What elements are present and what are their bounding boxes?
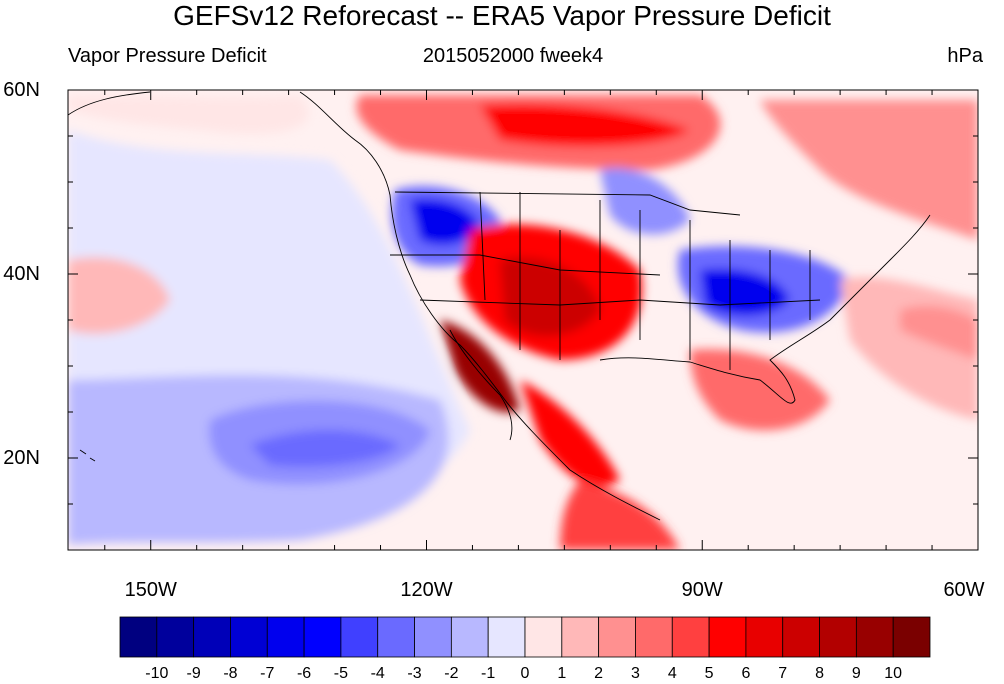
lat-tick-label: 40N — [3, 263, 40, 285]
colorbar-swatch — [193, 616, 231, 658]
boundaries — [68, 91, 931, 521]
colorbar-swatch — [303, 616, 342, 658]
colorbar-swatch — [487, 616, 526, 658]
colorbar-swatch — [635, 616, 673, 658]
vpd-map — [67, 89, 979, 551]
colorbar-label: 0 — [520, 665, 530, 682]
variable-label: Vapor Pressure Deficit — [68, 45, 267, 67]
lon-tick-label: 60W — [943, 579, 985, 601]
colorbar-label: -4 — [370, 665, 385, 682]
colorbar-swatch — [561, 616, 600, 658]
colorbar-swatch — [708, 616, 747, 658]
colorbar-label: -10 — [145, 665, 169, 682]
colorbar-label: 5 — [704, 665, 714, 682]
colorbar-swatch — [450, 616, 489, 658]
colorbar-label: 8 — [815, 665, 824, 682]
colorbar-label: -8 — [223, 665, 238, 682]
colorbar-label: 7 — [778, 665, 788, 682]
colorbar-label: 10 — [884, 665, 903, 682]
vpd-field — [68, 95, 978, 550]
colorbar-swatch — [414, 616, 452, 658]
colorbar-label: -1 — [481, 665, 496, 682]
lon-tick-label: 120W — [400, 579, 453, 601]
colorbar-swatch — [745, 616, 784, 658]
colorbar-swatch — [671, 616, 710, 658]
colorbar-label: 9 — [851, 665, 861, 682]
colorbar-swatch — [524, 616, 563, 658]
colorbar-label: -6 — [296, 665, 312, 682]
lon-tick-label: 90W — [681, 579, 723, 601]
colorbar-swatch — [266, 616, 305, 658]
colorbar-label: 2 — [594, 665, 604, 682]
lat-tick-label: 20N — [3, 447, 40, 469]
colorbar-label: -7 — [260, 665, 275, 682]
units-label: hPa — [947, 45, 983, 67]
colorbar-swatch — [782, 616, 820, 658]
date-label: 2015052000 fweek4 — [422, 45, 604, 67]
colorbar-label: 1 — [557, 665, 567, 682]
colorbar-swatch — [340, 616, 379, 658]
colorbar-label: 3 — [631, 665, 640, 682]
colorbar-swatch — [377, 616, 415, 658]
colorbar-swatch — [819, 616, 857, 658]
colorbar-label: 6 — [741, 665, 751, 682]
colorbar-swatch — [230, 616, 268, 658]
colorbar-label: -9 — [186, 665, 201, 682]
colorbar-label: -3 — [407, 665, 422, 682]
colorbar-swatch — [156, 616, 195, 658]
lon-tick-label: 150W — [124, 579, 177, 601]
colorbar-swatch — [598, 616, 636, 658]
plot-title: GEFSv12 Reforecast -- ERA5 Vapor Pressur… — [173, 0, 831, 31]
colorbar-swatch — [892, 616, 931, 658]
colorbar-swatch — [855, 616, 894, 658]
colorbar-label: 4 — [667, 665, 677, 682]
colorbar-label: -2 — [444, 665, 459, 682]
colorbar-label: -5 — [333, 665, 349, 682]
lat-tick-label: 60N — [3, 79, 40, 101]
colorbar-swatch — [119, 616, 158, 658]
